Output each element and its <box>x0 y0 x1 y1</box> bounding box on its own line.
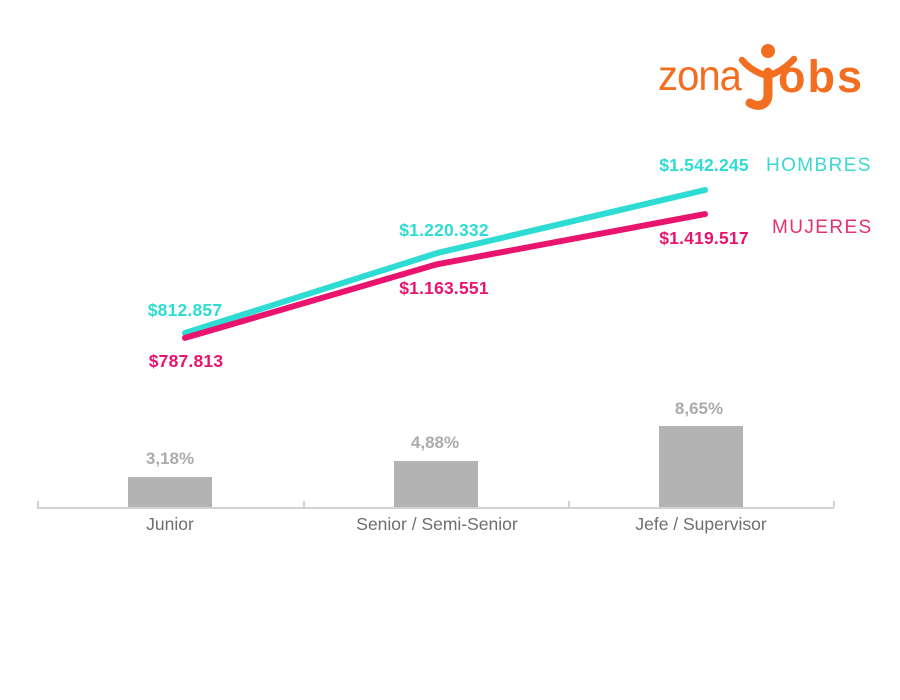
x-axis-tick <box>37 501 39 507</box>
value-label-mujeres-senior: $1.163.551 <box>399 278 489 298</box>
x-axis-tick <box>303 501 305 507</box>
axis-label-jefe: Jefe / Supervisor <box>635 514 767 534</box>
x-axis-tick <box>568 501 570 507</box>
value-label-hombres-senior: $1.220.332 <box>399 220 489 240</box>
legend-mujeres: MUJERES <box>772 217 873 238</box>
axis-label-junior: Junior <box>146 514 194 534</box>
bar-junior <box>128 477 212 507</box>
x-axis <box>37 507 834 509</box>
x-axis-tick <box>833 501 835 507</box>
bar-senior <box>394 461 478 507</box>
value-label-hombres-jefe: $1.542.245 <box>659 155 749 175</box>
person-icon <box>738 44 798 110</box>
axis-label-senior: Senior / Semi-Senior <box>356 514 518 534</box>
value-label-mujeres-jefe: $1.419.517 <box>659 228 749 248</box>
value-label-hombres-junior: $812.857 <box>147 300 223 320</box>
logo-text-zona: zona <box>658 52 742 100</box>
zonajobs-logo: zona obs <box>650 36 890 122</box>
line-hombres <box>182 187 708 336</box>
bar-label-jefe: 8,65% <box>674 399 724 418</box>
value-label-mujeres-junior: $787.813 <box>148 351 224 371</box>
legend-hombres: HOMBRES <box>766 155 872 176</box>
bar-label-junior: 3,18% <box>145 449 195 468</box>
bar-jefe <box>659 426 743 507</box>
logo-text-obs: obs <box>778 51 865 102</box>
bar-label-senior: 4,88% <box>410 433 460 452</box>
